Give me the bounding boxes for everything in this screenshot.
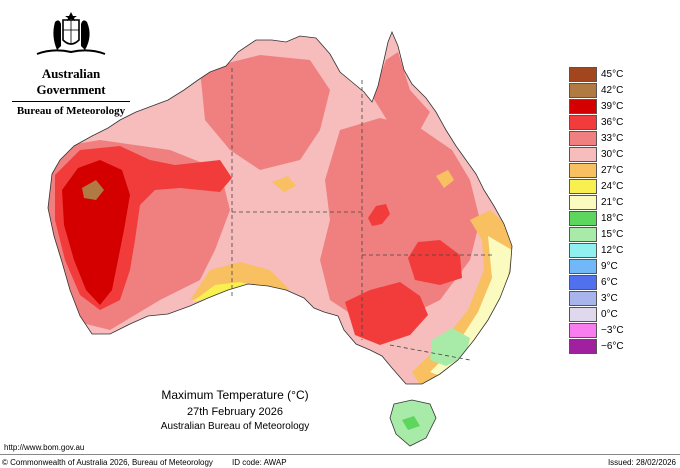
legend-entry: 24°C [569,178,624,194]
legend-entry: 30°C [569,146,624,162]
legend-swatch [569,130,597,146]
legend-swatch [569,306,597,322]
map-title: Maximum Temperature (°C) [161,388,309,402]
australia-coastline [47,30,513,385]
government-title: Australian Government [36,66,106,97]
legend-label: 15°C [601,228,624,240]
legend-swatch [569,82,597,98]
legend-label: 27°C [601,164,624,176]
very-hot-spot-central [368,204,390,226]
extreme-zone-west [62,160,130,305]
legend-label: 21°C [601,196,624,208]
legend-swatch [569,98,597,114]
legend-swatch [569,178,597,194]
coat-of-arms-icon [36,12,106,55]
legend-swatch [569,258,597,274]
legend-label: −6°C [601,340,624,352]
peak-zone-west [82,180,104,200]
copyright-text: © Commonwealth of Australia 2026, Bureau… [2,458,213,467]
legend-label: 33°C [601,132,624,144]
legend-label: 36°C [601,116,624,128]
legend-entry: 15°C [569,226,624,242]
warm-band-east-coast [412,210,512,384]
issued-date-text: Issued: 28/02/2026 [607,458,676,467]
legend-entry: 3°C [569,290,624,306]
legend-entry: 33°C [569,130,624,146]
map-date: 27th February 2026 [186,406,283,418]
very-hot-zone-southeast [345,282,428,345]
legend-label: 6°C [601,276,618,288]
map-caption: Maximum Temperature (°C) 27th February 2… [135,388,335,432]
cool-band-alps [430,328,470,366]
warm-spot-central [272,176,296,192]
legend-swatch [569,210,597,226]
legend-swatch [569,162,597,178]
legend-swatch [569,274,597,290]
legend-entry: 42°C [569,82,624,98]
legend-swatch [569,114,597,130]
hot-zone-cape [372,52,430,130]
legend-entry: 27°C [569,162,624,178]
legend-entry: 21°C [569,194,624,210]
legend-label: 9°C [601,260,618,272]
hot-zone-north [200,55,330,170]
legend-swatch [569,194,597,210]
legend-entry: 9°C [569,258,624,274]
legend-entry: 6°C [569,274,624,290]
id-code-text: ID code: AWAP [232,458,287,467]
temperature-legend: 45°C 42°C 39°C 36°C 33°C 30°C 27°C 24°C 21°C 18°C… [569,66,624,354]
legend-swatch [569,146,597,162]
website-link[interactable]: http://www.bom.gov.au [4,443,85,452]
legend-label: 3°C [601,292,618,304]
legend-label: 18°C [601,212,624,224]
legend-swatch [569,322,597,338]
legend-entry: −6°C [569,338,624,354]
tasmania [389,399,437,447]
map-organisation: Australian Bureau of Meteorology [160,421,310,432]
legend-label: 45°C [601,68,624,80]
very-hot-zone-central-east [408,240,462,285]
legend-label: 42°C [601,84,624,96]
legend-swatch [569,290,597,306]
bureau-title: Bureau of Meteorology [16,105,126,117]
legend-entry: 39°C [569,98,624,114]
legend-entry: 18°C [569,210,624,226]
legend-entry: 45°C [569,66,624,82]
legend-entry: −3°C [569,322,624,338]
footer-bar: © Commonwealth of Australia 2026, Bureau… [0,454,680,468]
warm-spot-east [436,170,454,188]
legend-label: 0°C [601,308,618,320]
legend-label: 39°C [601,100,624,112]
tasmania-cool-spot [402,416,420,430]
legend-label: −3°C [601,324,624,336]
legend-swatch [569,242,597,258]
legend-swatch [569,338,597,354]
legend-label: 30°C [601,148,624,160]
legend-entry: 36°C [569,114,624,130]
government-header: Australian Government Bureau of Meteorol… [10,10,132,117]
mild-band-east-coast [430,236,512,376]
legend-label: 12°C [601,244,624,256]
state-borders [231,68,494,361]
legend-swatch [569,226,597,242]
legend-entry: 0°C [569,306,624,322]
header-divider [12,101,130,102]
legend-swatch [569,66,597,82]
legend-entry: 12°C [569,242,624,258]
legend-label: 24°C [601,180,624,192]
